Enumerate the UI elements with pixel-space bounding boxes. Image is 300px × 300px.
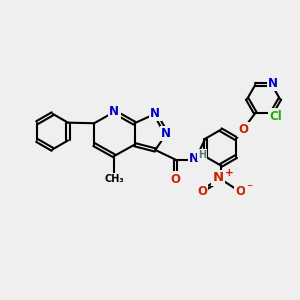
Text: N: N [268,77,278,90]
Text: N: N [189,152,199,165]
Text: O: O [170,172,180,186]
Text: O: O [197,185,207,198]
Text: H: H [198,150,206,160]
Text: +: + [225,168,234,178]
Text: N: N [109,106,119,118]
Text: N: N [161,127,171,140]
Text: Cl: Cl [269,110,282,122]
Text: O: O [235,185,245,198]
Text: ⁻: ⁻ [246,182,253,195]
Text: N: N [213,171,224,184]
Text: N: N [150,107,160,120]
Text: O: O [238,123,248,136]
Text: CH₃: CH₃ [104,174,124,184]
